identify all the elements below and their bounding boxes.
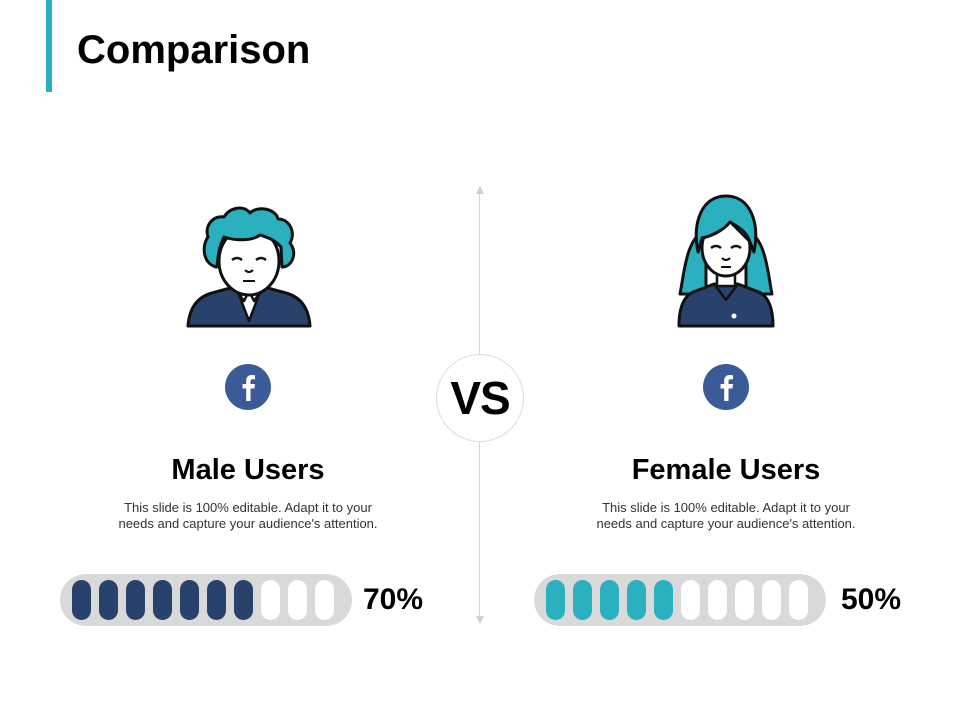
female-progress-bar bbox=[534, 574, 826, 626]
female-progress-segment-empty bbox=[789, 580, 808, 620]
male-progress-segment-filled bbox=[234, 580, 253, 620]
female-progress-segment-empty bbox=[708, 580, 727, 620]
male-users-heading: Male Users bbox=[171, 454, 325, 486]
female-progress-segment-filled bbox=[573, 580, 592, 620]
female-desc-line-2: needs and capture your audience's attent… bbox=[596, 516, 856, 531]
male-users-description: This slide is 100% editable. Adapt it to… bbox=[58, 500, 438, 532]
male-progress-segment-filled bbox=[72, 580, 91, 620]
male-user-icon bbox=[186, 206, 312, 328]
male-progress-segment-empty bbox=[315, 580, 334, 620]
female-progress-segment-filled bbox=[627, 580, 646, 620]
male-progress-segment-filled bbox=[207, 580, 226, 620]
female-users-heading: Female Users bbox=[631, 454, 821, 486]
male-progress-segment-filled bbox=[153, 580, 172, 620]
male-desc-line-2: needs and capture your audience's attent… bbox=[118, 516, 378, 531]
male-progress-segment-filled bbox=[126, 580, 145, 620]
vs-badge: VS bbox=[436, 354, 524, 442]
female-progress-segment-empty bbox=[681, 580, 700, 620]
divider-arrow-up bbox=[476, 186, 484, 194]
female-percentage: 50% bbox=[841, 583, 902, 616]
male-progress-segment-empty bbox=[261, 580, 280, 620]
male-progress-segment-filled bbox=[180, 580, 199, 620]
female-progress-segment-filled bbox=[546, 580, 565, 620]
page-title: Comparison bbox=[77, 28, 311, 72]
male-progress-segment-filled bbox=[99, 580, 118, 620]
male-progress-bar bbox=[60, 574, 352, 626]
female-desc-line-1: This slide is 100% editable. Adapt it to… bbox=[602, 500, 850, 515]
facebook-icon[interactable] bbox=[703, 364, 749, 410]
facebook-icon[interactable] bbox=[225, 364, 271, 410]
male-progress-segment-empty bbox=[288, 580, 307, 620]
female-user-icon bbox=[677, 194, 775, 328]
female-progress-segment-empty bbox=[735, 580, 754, 620]
divider-arrow-down bbox=[476, 616, 484, 624]
male-desc-line-1: This slide is 100% editable. Adapt it to… bbox=[124, 500, 372, 515]
female-progress-segment-filled bbox=[600, 580, 619, 620]
female-progress-segment-filled bbox=[654, 580, 673, 620]
female-users-description: This slide is 100% editable. Adapt it to… bbox=[536, 500, 916, 532]
female-progress-segment-empty bbox=[762, 580, 781, 620]
title-accent-bar bbox=[46, 0, 52, 92]
male-percentage: 70% bbox=[363, 583, 424, 616]
